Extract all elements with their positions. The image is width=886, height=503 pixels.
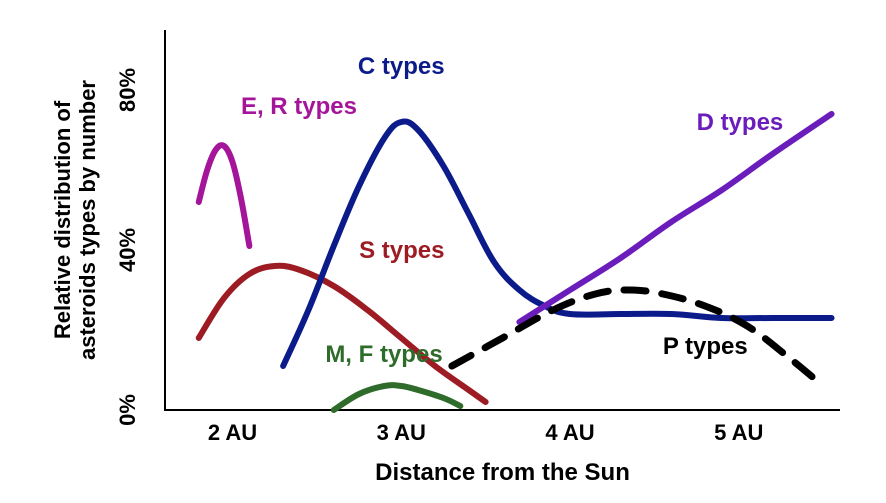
series-label-c-types: C types: [358, 53, 445, 80]
series-label-m-f-types: M, F types: [325, 341, 442, 368]
x-axis-title: Distance from the Sun: [375, 459, 630, 486]
chart-svg: 2 AU 3 AU 4 AU 5 AU Distance from the Sun 0% 4…: [0, 0, 886, 503]
series-label-d-types: D types: [697, 109, 784, 136]
asteroid-distribution-chart: { "chart": { "type": "line", "width": 88…: [0, 0, 886, 503]
series-d-types: [519, 114, 831, 322]
y-tick-label: 80%: [115, 68, 140, 112]
series-p-types: [452, 290, 823, 386]
series-e-r-types: [199, 145, 250, 246]
x-tick-label: 5 AU: [714, 420, 763, 445]
x-tick-label: 4 AU: [545, 420, 594, 445]
x-tick-label: 3 AU: [377, 420, 426, 445]
y-tick-label: 40%: [115, 228, 140, 272]
y-axis-title-line2: asteroids types by number: [75, 80, 100, 360]
x-tick-label: 2 AU: [208, 420, 257, 445]
y-tick-label: 0%: [115, 394, 140, 426]
y-axis-title-line1: Relative distribution of: [50, 100, 75, 339]
series-s-types: [199, 266, 486, 402]
series-label-p-types: P types: [663, 333, 748, 360]
series-label-s-types: S types: [359, 237, 444, 264]
series-label-e-r-types: E, R types: [241, 93, 357, 120]
series-m-f-types: [334, 385, 461, 410]
